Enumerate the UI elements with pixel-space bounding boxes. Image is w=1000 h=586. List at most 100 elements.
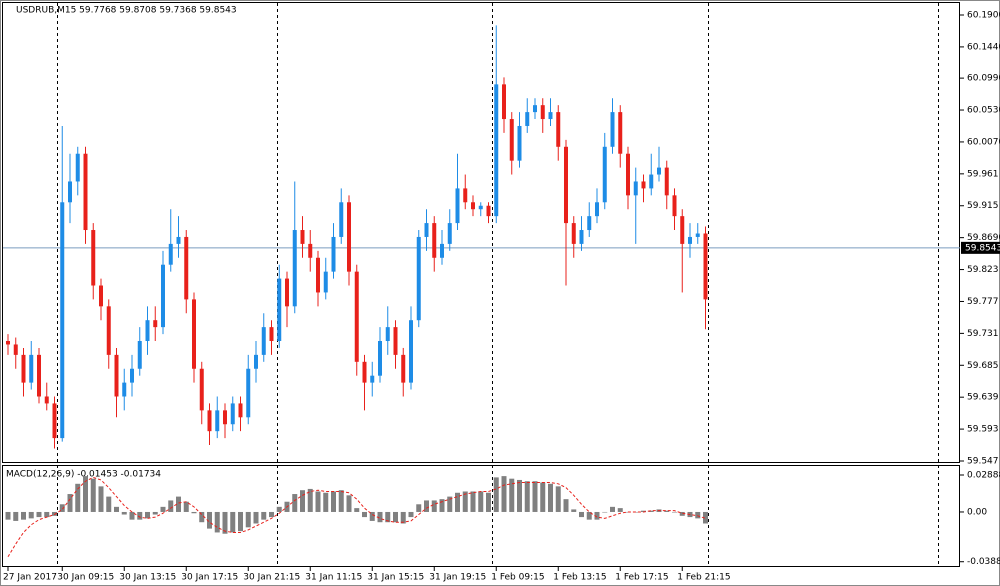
macd-bar — [207, 511, 212, 529]
candle-body — [455, 188, 460, 224]
macd-bar — [385, 511, 391, 523]
x-tick-label: 30 Jan 13:15 — [119, 573, 176, 583]
candle-body — [176, 236, 181, 244]
macd-bar — [59, 504, 65, 512]
macd-bar — [362, 511, 367, 518]
macd-bar — [346, 495, 352, 512]
macd-bar — [315, 491, 321, 512]
macd-bar — [594, 511, 600, 520]
day-separators — [57, 3, 939, 566]
candle-body — [571, 223, 576, 244]
candle-body — [641, 181, 646, 189]
candle-body — [347, 202, 351, 272]
candle-body — [184, 236, 189, 300]
macd-bar — [563, 499, 569, 512]
macd-bar — [703, 511, 708, 524]
candle-body — [60, 202, 65, 439]
x-tick-label: 1 Feb 21:15 — [677, 573, 730, 583]
candle-body — [440, 243, 444, 258]
candle-body — [354, 271, 359, 362]
candle-body — [246, 368, 251, 418]
candle-body — [517, 125, 522, 161]
macd-bar — [695, 511, 701, 519]
macd-bar — [369, 511, 375, 521]
macd-bar — [408, 511, 414, 518]
macd-bar — [13, 511, 19, 521]
macd-bar — [230, 511, 236, 533]
candle-body — [401, 354, 406, 383]
candle-body — [688, 236, 692, 244]
macd-bar — [129, 511, 135, 520]
y-tick-label: 59.547 — [967, 457, 999, 467]
macd-pane — [2, 465, 960, 567]
macd-bar — [478, 491, 484, 512]
y-tick-label: 60.0070 — [967, 137, 1000, 147]
macd-bar — [106, 496, 112, 512]
macd-bar — [222, 511, 228, 534]
macd-bar — [486, 492, 491, 512]
candle-body — [579, 230, 584, 244]
candle-body — [416, 236, 421, 321]
candle-body — [525, 112, 530, 126]
candle-body — [378, 341, 382, 376]
macd-bar — [338, 490, 344, 512]
y-tick-label: 60.0990 — [967, 74, 1000, 84]
macd-bar — [648, 510, 654, 512]
macd-bar — [300, 490, 305, 512]
candle-body — [587, 216, 592, 231]
y-tick-label: 59.823 — [967, 265, 999, 275]
macd-bar — [540, 482, 546, 512]
macd-bar — [160, 506, 166, 512]
x-tick-label: 30 Jan 17:15 — [181, 573, 238, 583]
macd-bar — [137, 511, 143, 520]
x-tick-label: 31 Jan 11:15 — [305, 573, 362, 583]
macd-bar — [36, 511, 42, 518]
macd-bar — [323, 492, 329, 512]
candle-body — [261, 327, 266, 355]
x-tick-label: 30 Jan 09:15 — [57, 573, 114, 583]
candle-body — [626, 153, 630, 196]
macd-bar — [261, 511, 267, 520]
macd-bar — [269, 511, 274, 518]
macd-bar — [548, 483, 553, 512]
y-tick-label: 60.1900 — [967, 11, 1000, 21]
macd-bar — [416, 504, 422, 512]
macd-bar — [431, 500, 437, 512]
candle-body — [277, 278, 282, 342]
candle-body — [533, 105, 537, 113]
y-tick-label: 59.639 — [967, 393, 999, 403]
macd-bar — [424, 500, 429, 512]
candle-body — [339, 202, 344, 237]
bid-box — [961, 241, 1000, 254]
candle-body — [83, 153, 88, 231]
macd-bar — [121, 511, 127, 515]
y-tick-label: 59.777 — [967, 297, 999, 307]
candle-body — [223, 410, 227, 425]
candle-body — [91, 230, 96, 286]
y-tick-label: 59.8690 — [967, 233, 1000, 243]
candle-body — [168, 243, 173, 265]
candle-body — [509, 119, 514, 161]
candle-body — [199, 368, 204, 411]
candle-body — [215, 410, 220, 432]
candle-body — [269, 327, 274, 342]
candle-body — [540, 105, 545, 120]
candle-body — [657, 167, 661, 175]
x-tick-label: 27 Jan 2017 — [3, 573, 57, 583]
y-tick-label: 60.0530 — [967, 106, 1000, 116]
y-tick-label: -0.03886 — [967, 557, 1000, 567]
candle-body — [548, 112, 553, 120]
y-tick-label: 59.685 — [967, 361, 999, 371]
candle-body — [122, 382, 127, 397]
y-tick-label: 59.915 — [967, 201, 999, 211]
candle-body — [192, 299, 196, 369]
macd-bar — [509, 478, 515, 512]
macd-bar — [517, 479, 522, 512]
candle-body — [44, 396, 49, 404]
y-tick-label: 0.02888 — [967, 470, 1000, 480]
x-tick-label: 1 Feb 13:15 — [553, 573, 606, 583]
macd-bar — [238, 511, 243, 532]
candle-body — [29, 354, 34, 383]
macd-bar — [245, 511, 251, 528]
